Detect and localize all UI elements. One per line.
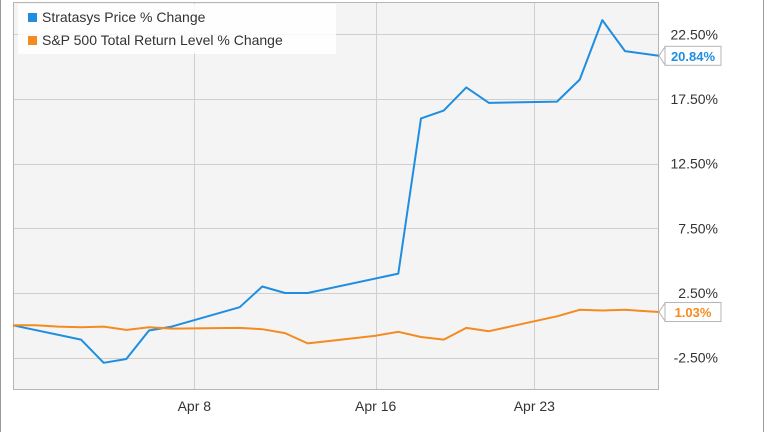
y-tick-label: 2.50% [678,285,718,301]
plot-background [13,2,659,390]
end-value-label-1: 20.84% [658,45,722,67]
legend-item-label: S&P 500 Total Return Level % Change [42,32,283,48]
end-label-box [664,45,722,66]
series-line-1 [12,19,660,364]
legend-background [18,4,336,54]
plot-border [13,2,659,390]
x-tick-label: Apr 8 [178,398,212,414]
end-value-label-2: 1.03% [658,301,722,323]
x-tick-label: Apr 16 [355,398,396,414]
legend-item-label: Stratasys Price % Change [42,9,206,25]
y-tick-label: 17.50% [671,91,718,107]
legend-swatch [28,36,37,45]
y-tick-label: 7.50% [678,220,718,236]
end-label-pointer [658,301,666,323]
legend: Stratasys Price % Change S&P 500 Total Re… [18,4,336,54]
end-label-text: 20.84% [671,49,716,64]
end-label-pointer [658,45,666,67]
end-label-box [664,302,722,323]
y-tick-label: 22.50% [671,26,718,42]
end-label-text: 1.03% [675,305,712,320]
y-tick-label: 12.50% [671,156,718,172]
y-tick-label: -2.50% [674,350,718,366]
series-line-2 [13,308,660,345]
x-tick-label: Apr 23 [514,398,555,414]
legend-swatch [28,13,37,22]
